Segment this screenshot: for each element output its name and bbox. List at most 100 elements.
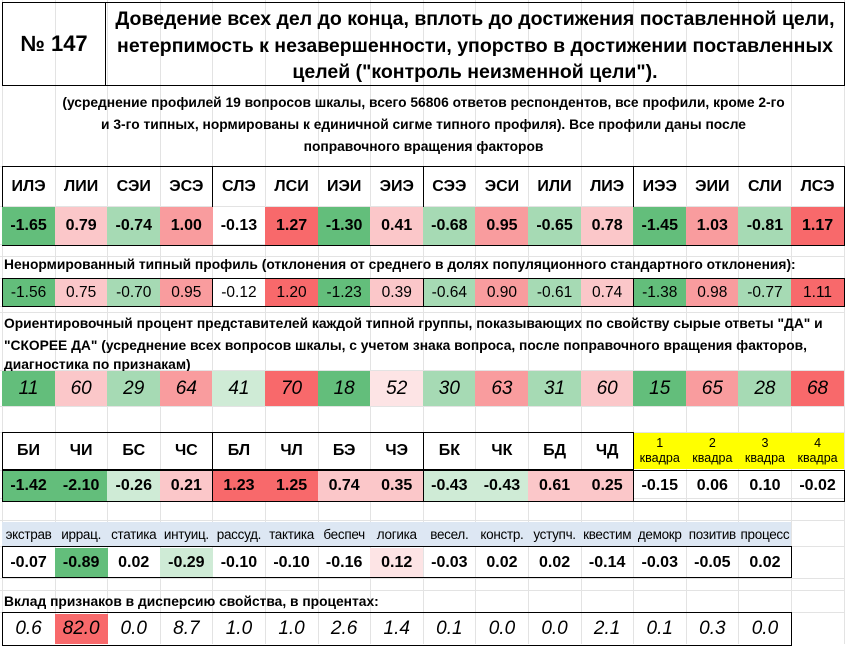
trait-header-cell: статика [107,522,161,546]
raw-value-cell: 1.20 [265,279,319,306]
group-value-cell: 0.21 [159,471,213,501]
trait-header-cell: тактика [265,522,319,546]
group-value-cell: 0.35 [370,471,424,501]
group-header-cell: ЧС [174,442,198,459]
percent-cell: 65 [685,371,739,406]
group-value-cell: 0.10 [749,477,781,494]
variance-cell: 0.1 [646,618,673,639]
group-value-cell: -1.42 [2,471,56,501]
type-header-cell: СЭИ [116,178,151,195]
trait-value-cell: 0.02 [749,554,781,571]
grid-line [0,612,845,613]
quadra-label-cell: 2 квадра [685,433,739,469]
type-header-cell: ИЭИ [326,178,362,195]
type-header-cell: ЭСЭ [169,178,204,195]
raw-value-cell: -1.23 [317,279,371,306]
normalized-value-cell: 1.03 [685,207,739,245]
type-header-cell: ЛСИ [274,178,309,195]
variance-cell: 0.0 [120,618,147,639]
trait-value-cell: -0.10 [273,554,310,571]
group-value-cell: -0.43 [422,471,476,501]
raw-value-cell: 0.95 [159,279,213,306]
group-value-cell: 1.25 [265,471,319,501]
percent-label: Ориентировочный процент представителей к… [4,313,845,373]
trait-value-cell: -0.10 [220,554,258,571]
percent-cell: 41 [212,371,266,406]
trait-value-cell: -0.03 [641,554,678,571]
quadra-label-cell: 3 квадра [738,433,792,469]
variance-cell: 82.0 [54,614,108,644]
quadra-word: квадра [639,451,680,465]
group-value-cell: 1.23 [212,471,266,501]
title-line-1: Доведение всех дел до конца, вплоть до д… [115,8,835,30]
trait-value-cell: -0.03 [431,554,468,571]
trait-value-cell: -0.07 [10,554,47,571]
group-header-cell: БЛ [227,442,251,459]
grid-line [0,590,845,591]
grid-line [686,0,687,644]
trait-header-cell: процесс [738,522,792,546]
group-value-cell: -2.10 [54,471,108,501]
trait-header-cell: демокр [633,522,687,546]
normalized-value-cell: -1.65 [2,207,56,245]
method-note: (усреднение профилей 19 вопросов шкалы, … [2,92,845,158]
title-line-3: целей ("контроль неизменной цели"). [292,61,658,83]
normalized-value-cell: -0.74 [107,207,161,245]
raw-value-cell: -1.38 [633,279,687,306]
variance-cell: 0.0 [751,618,779,639]
grid-line [791,0,792,644]
grid-line [107,0,108,644]
variance-cell: 2.1 [593,618,621,639]
group-header-cell: БЭ [332,442,356,459]
type-header-cell: СЛИ [747,178,782,195]
group-value-cell: 0.25 [580,471,634,501]
percent-cell: 28 [738,371,792,406]
trait-value-cell: 0.02 [486,554,518,571]
type-header-cell: ЭИИ [695,178,730,195]
raw-value-cell: -0.12 [221,283,257,301]
trait-header-cell: логика [370,522,424,546]
group-header-cell: ЧИ [69,442,93,459]
grid-line [265,0,266,644]
raw-value-cell: -1.56 [2,279,56,306]
percent-cell: 11 [2,371,56,406]
normalized-value-cell: 0.78 [580,207,634,245]
group-value-cell: -0.15 [641,477,678,494]
percent-cell: 70 [265,371,319,406]
variance-label: Вклад признаков в дисперсию свойства, в … [4,594,379,609]
normalized-value-cell: 0.41 [370,207,424,245]
grid-line [160,0,161,644]
trait-header-cell: квестим [580,522,634,546]
variance-cell: 0.3 [699,618,726,639]
group-header-cell: БК [438,442,460,459]
percent-cell: 60 [54,371,108,406]
trait-value-cell: 0.02 [118,554,150,571]
raw-profile-label: Ненормированный типный профиль (отклонен… [4,257,796,272]
variance-cell: 1.4 [383,618,410,639]
normalized-value-cell: -1.45 [633,207,687,245]
percent-label-line-1: Ориентировочный процент представителей к… [4,316,823,331]
normalized-value-cell: 1.27 [265,207,319,245]
grid-line [0,206,845,207]
trait-header-cell: весел. [422,522,476,546]
grid-line [633,0,634,644]
type-header-cell: ИЛИ [537,178,572,195]
group-header-cell: ЧД [595,442,619,459]
trait-value-cell: -0.89 [54,548,108,578]
percent-cell: 64 [159,371,213,406]
quadra-number: 3 [761,436,769,450]
percent-cell: 63 [475,371,529,406]
normalized-value-cell: -0.81 [738,207,792,245]
raw-value-cell: -0.70 [107,279,161,306]
percent-cell: 31 [528,371,582,406]
quadra-word: квадра [692,451,733,465]
grid-line [528,0,529,644]
grid-line [0,370,845,371]
grid-line [738,0,739,644]
raw-value-cell: 1.11 [791,279,845,306]
group-header-cell: БД [543,442,566,459]
group-header-cell: ЧК [491,442,513,459]
grid-line [2,0,3,644]
group-value-cell: -0.26 [107,471,161,501]
variance-cell: 0.6 [15,618,42,639]
